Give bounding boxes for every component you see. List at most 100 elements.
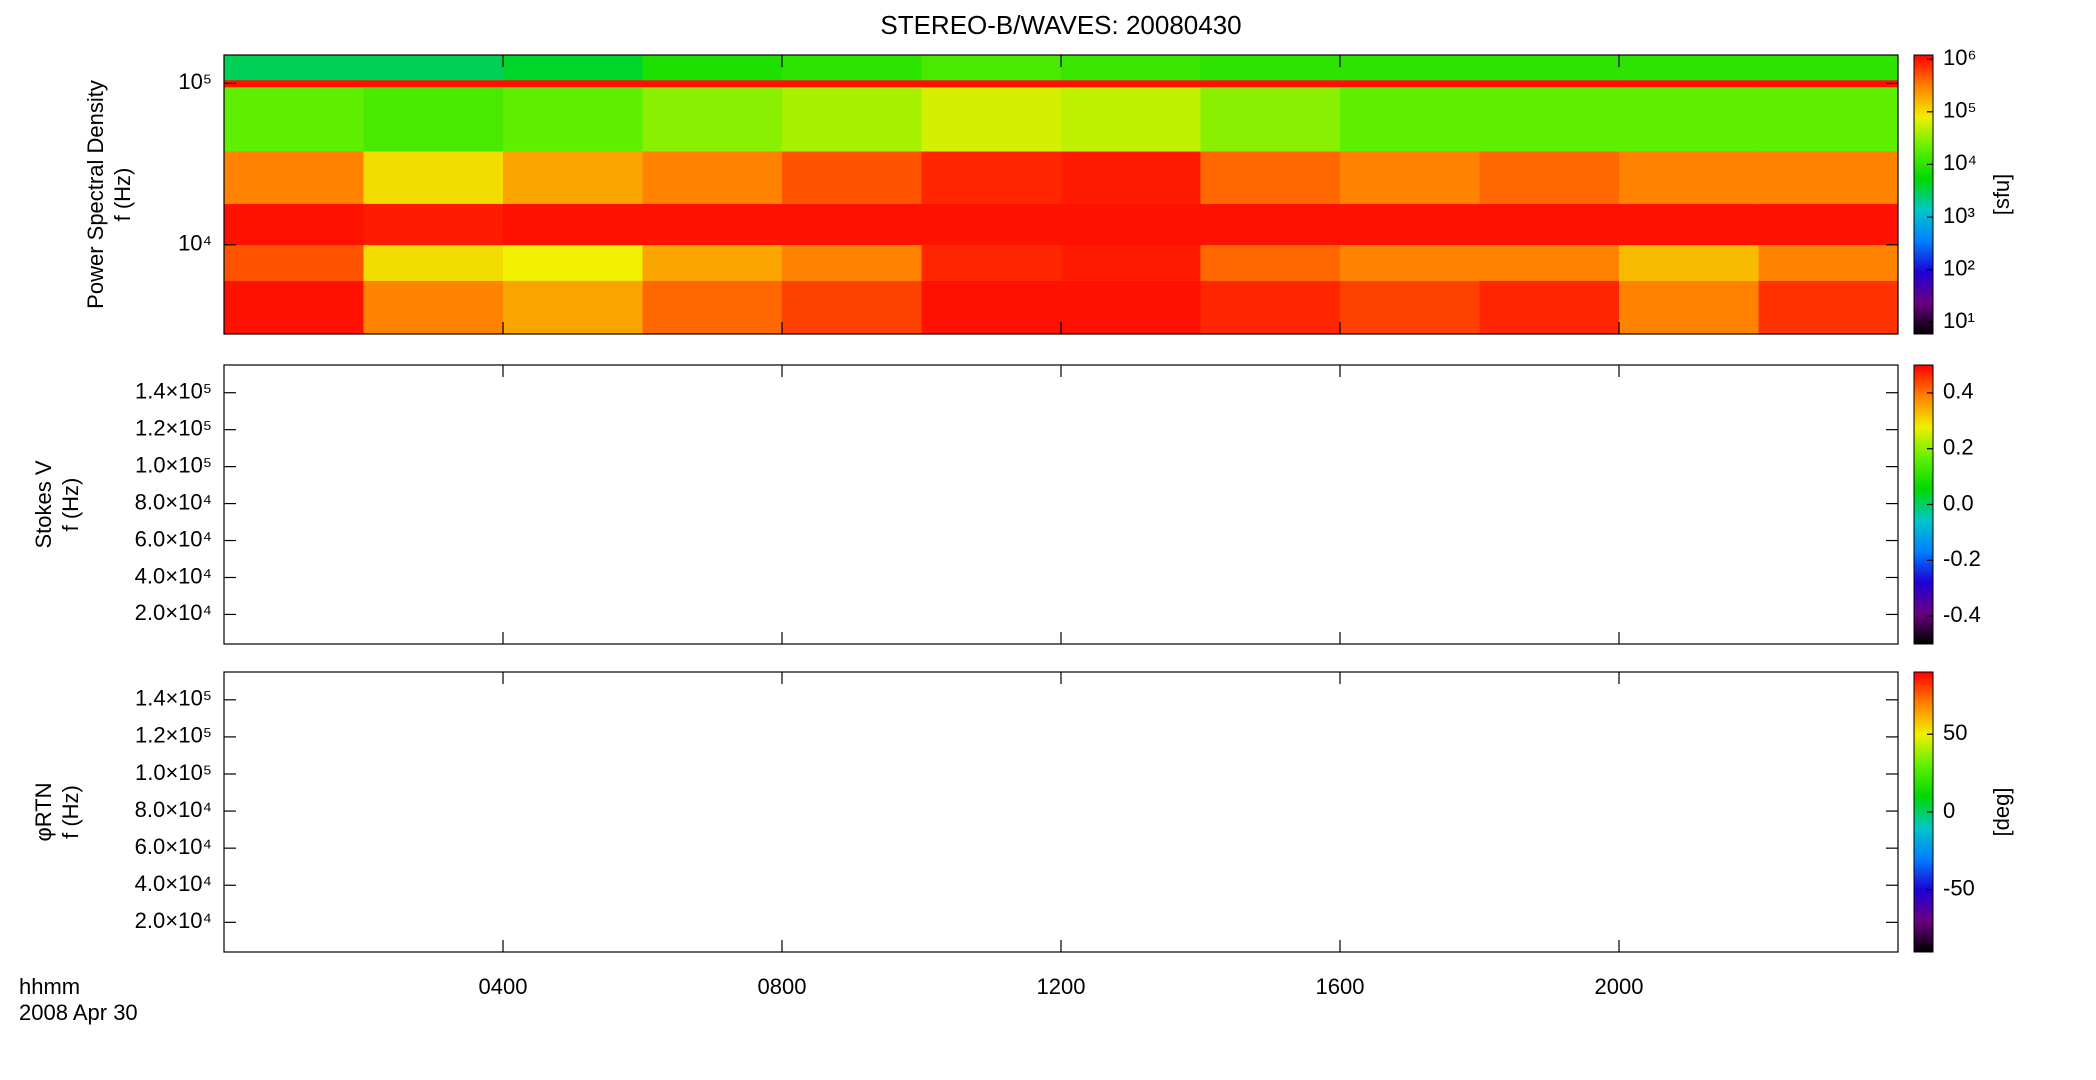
heatmap-cell	[1479, 244, 1620, 281]
colorbar-tick-label: -0.4	[1943, 602, 1981, 627]
heatmap-cell	[363, 244, 504, 281]
colorbar-tick-label: 0.2	[1943, 435, 1974, 460]
plot-frame	[223, 364, 1899, 645]
heatmap-cell	[1479, 79, 1620, 88]
heatmap-cell	[224, 79, 364, 88]
y-axis-label: f (Hz)	[58, 478, 83, 532]
colorbar-tick-label: 10⁶	[1943, 45, 1977, 70]
heatmap-cell	[782, 244, 922, 281]
heatmap-cell	[1479, 55, 1620, 81]
heatmap-cell	[1340, 151, 1480, 204]
heatmap-cell	[642, 151, 783, 204]
heatmap-cell	[363, 151, 504, 204]
heatmap-cell	[1061, 203, 1201, 246]
heatmap-cell	[1619, 280, 1759, 335]
heatmap-cell	[1061, 280, 1201, 335]
heatmap-cell	[503, 280, 643, 335]
heatmap-cell	[503, 55, 643, 81]
heatmap-cell	[224, 151, 364, 204]
x-tick-label: 0400	[479, 974, 528, 999]
heatmap-cell	[782, 79, 922, 88]
heatmap-cell	[503, 244, 643, 281]
y-tick-label: 2.0×10⁴	[135, 908, 212, 933]
heatmap-cell	[1061, 87, 1201, 152]
y-tick-label: 10⁵	[178, 69, 212, 94]
heatmap-cell	[1619, 79, 1759, 88]
heatmap-cell	[921, 244, 1062, 281]
colorbar-label: [sfu]	[1989, 174, 2014, 216]
heatmap-cell	[642, 280, 783, 335]
heatmap-cell	[1479, 87, 1620, 152]
y-axis-label: Power Spectral Density	[83, 80, 108, 309]
heatmap-cell	[782, 151, 922, 204]
x-axis-label: hhmm	[19, 974, 80, 999]
heatmap-cell	[1061, 55, 1201, 81]
x-tick-label: 2000	[1595, 974, 1644, 999]
heatmap-cell	[1758, 55, 1899, 81]
y-tick-label: 1.0×10⁵	[135, 760, 212, 785]
heatmap-cell	[921, 280, 1062, 335]
heatmap-cell	[1619, 203, 1759, 246]
y-tick-label: 1.2×10⁵	[135, 723, 212, 748]
heatmap-cell	[642, 55, 783, 81]
heatmap-cell	[1200, 87, 1341, 152]
colorbar-tick-label: 10¹	[1943, 308, 1975, 333]
colorbar-tick-label: 10⁵	[1943, 98, 1977, 123]
heatmap-cell	[1061, 151, 1201, 204]
heatmap-cell	[1758, 87, 1899, 152]
y-tick-label: 1.4×10⁵	[135, 686, 212, 711]
heatmap-cell	[1061, 79, 1201, 88]
y-axis-label: f (Hz)	[58, 785, 83, 839]
heatmap-cell	[1200, 244, 1341, 281]
heatmap-cell	[1200, 203, 1341, 246]
colorbar-tick-label: -0.2	[1943, 546, 1981, 571]
heatmap-cell	[224, 280, 364, 335]
y-axis-label: Stokes V	[31, 460, 56, 548]
heatmap-cell	[363, 79, 504, 88]
heatmap-cell	[921, 151, 1062, 204]
heatmap-cell	[1340, 55, 1480, 81]
heatmap-cell	[1200, 280, 1341, 335]
heatmap-cell	[921, 55, 1062, 81]
heatmap-cell	[1479, 151, 1620, 204]
colorbar-tick-label: 10⁴	[1943, 150, 1977, 175]
heatmap-cell	[921, 203, 1062, 246]
heatmap-cell	[363, 55, 504, 81]
heatmap-cell	[1619, 55, 1759, 81]
plot-frame	[223, 671, 1899, 953]
colorbar-tick-label: 0.0	[1943, 490, 1974, 515]
heatmap-cell	[1340, 79, 1480, 88]
heatmap-cell	[1758, 151, 1899, 204]
colorbar	[1913, 54, 1934, 335]
heatmap-cell	[1619, 87, 1759, 152]
y-tick-label: 1.4×10⁵	[135, 379, 212, 404]
heatmap-cell	[1479, 203, 1620, 246]
x-tick-label: 1600	[1316, 974, 1365, 999]
heatmap-cell	[1758, 244, 1899, 281]
y-tick-label: 6.0×10⁴	[135, 834, 212, 859]
heatmap-cell	[1200, 151, 1341, 204]
heatmap-cell	[1340, 280, 1480, 335]
heatmap-cell	[1200, 55, 1341, 81]
date-label: 2008 Apr 30	[19, 1000, 138, 1025]
heatmap-cell	[642, 79, 783, 88]
heatmap-cell	[363, 280, 504, 335]
heatmap-cell	[1479, 280, 1620, 335]
heatmap-cell	[1340, 244, 1480, 281]
heatmap-cell	[642, 244, 783, 281]
heatmap-cell	[1619, 151, 1759, 204]
y-axis-label: φRTN	[31, 782, 56, 841]
colorbar-tick-label: 10²	[1943, 256, 1975, 281]
colorbar-tick-label: 50	[1943, 720, 1967, 745]
y-tick-label: 4.0×10⁴	[135, 871, 212, 896]
heatmap-cell	[1061, 244, 1201, 281]
heatmap-cell	[224, 244, 364, 281]
heatmap-cell	[642, 203, 783, 246]
x-tick-label: 0800	[758, 974, 807, 999]
heatmap-cell	[921, 87, 1062, 152]
heatmap-cell	[782, 55, 922, 81]
heatmap-cell	[224, 203, 364, 246]
heatmap-cell	[1340, 87, 1480, 152]
heatmap-cell	[503, 79, 643, 88]
